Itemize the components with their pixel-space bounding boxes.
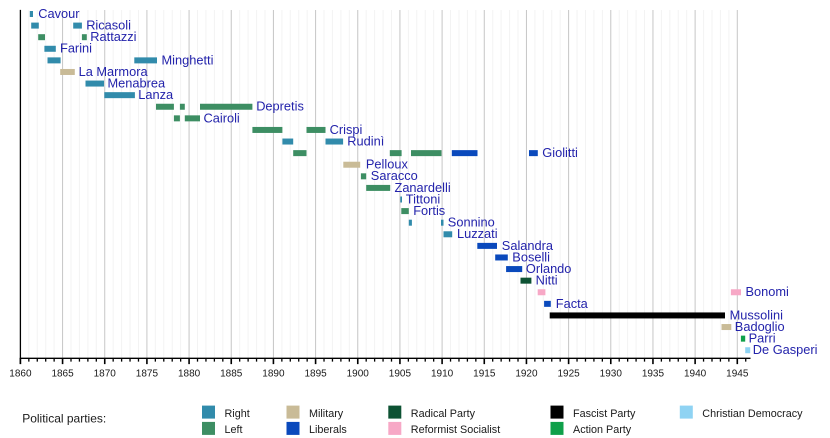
svg-text:Radical Party: Radical Party	[411, 408, 476, 420]
svg-text:1875: 1875	[136, 369, 159, 380]
svg-text:Sonnino: Sonnino	[448, 215, 495, 230]
svg-text:Ricasoli: Ricasoli	[86, 17, 131, 32]
svg-text:1885: 1885	[220, 369, 243, 380]
svg-text:1930: 1930	[600, 369, 623, 380]
svg-text:1935: 1935	[642, 369, 665, 380]
svg-text:Liberals: Liberals	[309, 424, 347, 436]
svg-text:Christian Democracy: Christian Democracy	[702, 408, 803, 420]
svg-text:Facta: Facta	[556, 296, 589, 311]
svg-text:1945: 1945	[726, 369, 749, 380]
svg-text:Rattazzi: Rattazzi	[90, 29, 136, 44]
svg-text:Badoglio: Badoglio	[735, 319, 785, 334]
svg-text:Nitti: Nitti	[536, 273, 558, 288]
svg-text:Giolitti: Giolitti	[542, 145, 578, 160]
svg-text:Left: Left	[225, 424, 243, 436]
svg-text:1865: 1865	[51, 369, 74, 380]
svg-text:1920: 1920	[515, 369, 538, 380]
svg-text:De Gasperi: De Gasperi	[753, 342, 818, 357]
svg-text:1895: 1895	[304, 369, 327, 380]
svg-text:Orlando: Orlando	[526, 261, 572, 276]
svg-text:Tittoni: Tittoni	[406, 191, 440, 206]
svg-text:Menabrea: Menabrea	[108, 75, 167, 90]
svg-text:Parri: Parri	[749, 331, 776, 346]
svg-text:Cairoli: Cairoli	[204, 110, 240, 125]
svg-text:Depretis: Depretis	[256, 99, 304, 114]
svg-text:Minghetti: Minghetti	[162, 52, 214, 67]
svg-text:1870: 1870	[94, 369, 117, 380]
svg-text:Mussolini: Mussolini	[730, 307, 783, 322]
svg-text:Luzzati: Luzzati	[457, 226, 498, 241]
svg-text:1905: 1905	[389, 369, 412, 380]
svg-text:1880: 1880	[178, 369, 201, 380]
svg-text:1925: 1925	[557, 369, 580, 380]
svg-text:1915: 1915	[473, 369, 496, 380]
svg-text:Political parties:: Political parties:	[22, 412, 106, 426]
svg-text:Lanza: Lanza	[138, 87, 174, 102]
svg-text:Rudinì: Rudinì	[347, 133, 384, 148]
svg-text:1900: 1900	[347, 369, 370, 380]
svg-text:1940: 1940	[684, 369, 707, 380]
svg-text:Salandra: Salandra	[502, 238, 554, 253]
svg-text:Reformist Socialist: Reformist Socialist	[411, 424, 500, 436]
svg-text:Zanardelli: Zanardelli	[395, 180, 451, 195]
svg-text:Saracco: Saracco	[371, 168, 418, 183]
svg-text:Crispi: Crispi	[330, 122, 363, 137]
svg-text:Cavour: Cavour	[38, 6, 80, 21]
svg-text:Farini: Farini	[60, 41, 92, 56]
svg-text:1910: 1910	[431, 369, 454, 380]
svg-text:1860: 1860	[9, 369, 32, 380]
svg-text:Military: Military	[309, 408, 344, 420]
svg-text:Right: Right	[225, 408, 250, 420]
svg-text:Fortis: Fortis	[413, 203, 445, 218]
svg-text:Action Party: Action Party	[573, 424, 632, 436]
svg-text:Pelloux: Pelloux	[366, 157, 409, 172]
svg-text:Boselli: Boselli	[512, 249, 550, 264]
svg-text:La Marmora: La Marmora	[79, 64, 149, 79]
svg-text:Fascist Party: Fascist Party	[573, 408, 636, 420]
svg-text:Bonomi: Bonomi	[746, 284, 789, 299]
svg-text:1890: 1890	[262, 369, 285, 380]
